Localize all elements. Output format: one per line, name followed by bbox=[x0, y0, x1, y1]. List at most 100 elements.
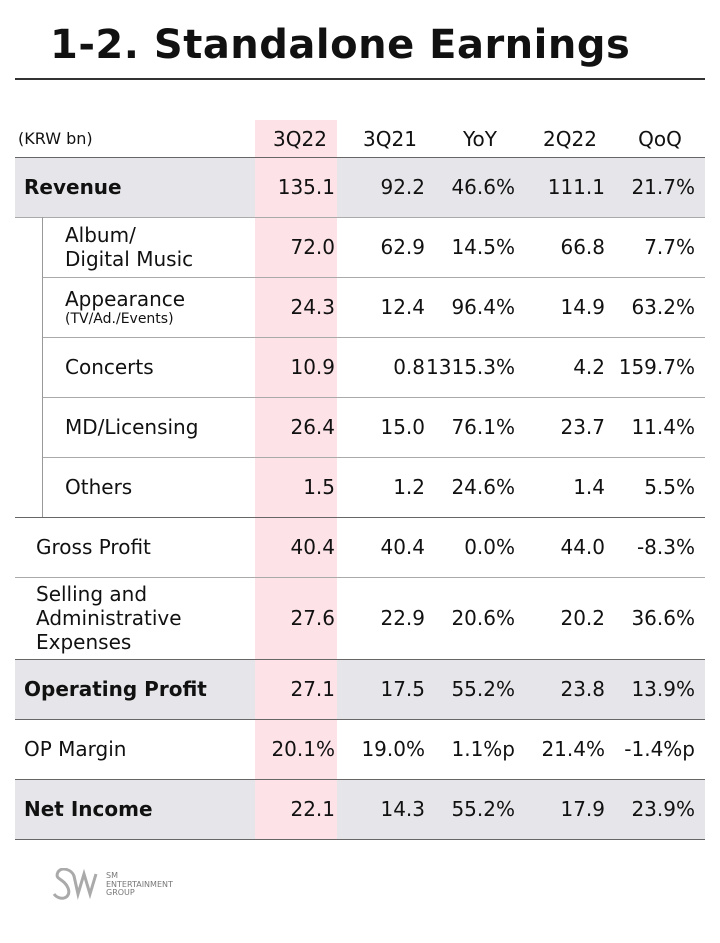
rule bbox=[15, 217, 705, 218]
label-text: Album/ Digital Music bbox=[65, 223, 194, 271]
value-cell: 40.4 bbox=[380, 535, 425, 559]
value-cell: 159.7% bbox=[618, 355, 695, 379]
value-cell: 14.5% bbox=[451, 235, 515, 259]
value-cell: 24.6% bbox=[451, 475, 515, 499]
value-cell: 27.6 bbox=[290, 606, 335, 630]
value-cell: 62.9 bbox=[380, 235, 425, 259]
value-cell: 63.2% bbox=[631, 295, 695, 319]
rule bbox=[15, 719, 705, 720]
value-cell: 24.3 bbox=[290, 295, 335, 319]
label-text: OP Margin bbox=[24, 737, 127, 761]
column-header: (KRW bn) bbox=[18, 129, 93, 148]
value-cell: 26.4 bbox=[290, 415, 335, 439]
value-cell: 20.6% bbox=[451, 606, 515, 630]
value-cell: 55.2% bbox=[451, 797, 515, 821]
value-cell: 7.7% bbox=[644, 235, 695, 259]
sub-rule bbox=[42, 217, 43, 517]
row-label-text: Gross Profit bbox=[36, 535, 151, 559]
page-title: 1-2. Standalone Earnings bbox=[50, 22, 631, 68]
value-cell: 23.7 bbox=[560, 415, 605, 439]
logo-text: SM ENTERTAINMENT GROUP bbox=[106, 870, 173, 898]
value-cell: 1.4 bbox=[573, 475, 605, 499]
rule bbox=[15, 157, 705, 158]
label-text: Selling and Administrative Expenses bbox=[36, 582, 182, 654]
value-cell: 72.0 bbox=[290, 235, 335, 259]
row-label: Appearance (TV/Ad./Events) bbox=[65, 277, 255, 337]
row-bg bbox=[15, 659, 705, 719]
value-cell: 20.2 bbox=[560, 606, 605, 630]
value-cell: 1.5 bbox=[303, 475, 335, 499]
column-header: YoY bbox=[462, 126, 497, 151]
value-cell: 10.9 bbox=[290, 355, 335, 379]
rule bbox=[42, 397, 705, 398]
label-text: Operating Profit bbox=[24, 677, 207, 701]
value-cell: 21.7% bbox=[631, 175, 695, 199]
value-cell: 21.4% bbox=[541, 737, 605, 761]
value-cell: 13.9% bbox=[631, 677, 695, 701]
value-cell: 1.2 bbox=[393, 475, 425, 499]
value-cell: 1315.3% bbox=[426, 355, 515, 379]
row-label-text: Operating Profit bbox=[24, 677, 207, 701]
title-rule bbox=[15, 78, 705, 80]
row-label-text: Revenue bbox=[24, 175, 122, 199]
value-cell: 0.8 bbox=[393, 355, 425, 379]
column-header: 3Q22 bbox=[273, 126, 327, 151]
value-cell: 36.6% bbox=[631, 606, 695, 630]
column-header: QoQ bbox=[638, 126, 682, 151]
row-label: Gross Profit bbox=[36, 517, 255, 577]
value-cell: -8.3% bbox=[636, 535, 695, 559]
rule bbox=[42, 457, 705, 458]
value-cell: 0.0% bbox=[464, 535, 515, 559]
value-cell: 22.1 bbox=[290, 797, 335, 821]
value-cell: 4.2 bbox=[573, 355, 605, 379]
value-cell: 17.5 bbox=[380, 677, 425, 701]
header-bg bbox=[15, 120, 705, 157]
label-text: Concerts bbox=[65, 355, 154, 379]
value-cell: 19.0% bbox=[361, 737, 425, 761]
value-cell: 66.8 bbox=[560, 235, 605, 259]
row-label-text: Net Income bbox=[24, 797, 153, 821]
row-label-text: Others bbox=[65, 475, 132, 499]
value-cell: 11.4% bbox=[631, 415, 695, 439]
value-cell: 46.6% bbox=[451, 175, 515, 199]
value-cell: 12.4 bbox=[380, 295, 425, 319]
row-label-text: Appearance (TV/Ad./Events) bbox=[65, 287, 185, 328]
row-label-text: MD/Licensing bbox=[65, 415, 198, 439]
rule bbox=[42, 337, 705, 338]
row-label: MD/Licensing bbox=[65, 397, 255, 457]
row-label: Others bbox=[65, 457, 255, 517]
value-cell: 5.5% bbox=[644, 475, 695, 499]
row-label: Album/ Digital Music bbox=[65, 217, 255, 277]
row-sublabel: (TV/Ad./Events) bbox=[65, 310, 174, 327]
column-header: 2Q22 bbox=[543, 126, 597, 151]
label-text: Appearance bbox=[65, 286, 186, 311]
row-label: OP Margin bbox=[24, 719, 255, 779]
label-text: Gross Profit bbox=[36, 535, 151, 559]
value-cell: 22.9 bbox=[380, 606, 425, 630]
row-label-text: Selling and Administrative Expenses bbox=[36, 582, 182, 654]
rule bbox=[15, 839, 705, 840]
row-bg bbox=[15, 157, 705, 217]
row-label: Operating Profit bbox=[24, 659, 255, 719]
row-label: Selling and Administrative Expenses bbox=[36, 577, 255, 659]
logo-mark bbox=[52, 868, 98, 900]
rule bbox=[15, 659, 705, 660]
row-label: Net Income bbox=[24, 779, 255, 839]
value-cell: 14.3 bbox=[380, 797, 425, 821]
value-cell: 1.1%p bbox=[451, 737, 515, 761]
rule bbox=[15, 517, 705, 518]
label-text: MD/Licensing bbox=[65, 415, 199, 439]
label-text: Others bbox=[65, 475, 133, 499]
value-cell: 40.4 bbox=[290, 535, 335, 559]
value-cell: 14.9 bbox=[560, 295, 605, 319]
value-cell: 23.9% bbox=[631, 797, 695, 821]
value-cell: 92.2 bbox=[380, 175, 425, 199]
row-label: Revenue bbox=[24, 157, 255, 217]
value-cell: 76.1% bbox=[451, 415, 515, 439]
rule bbox=[42, 277, 705, 278]
value-cell: 15.0 bbox=[380, 415, 425, 439]
row-label: Concerts bbox=[65, 337, 255, 397]
row-label-text: Album/ Digital Music bbox=[65, 223, 193, 271]
value-cell: 55.2% bbox=[451, 677, 515, 701]
